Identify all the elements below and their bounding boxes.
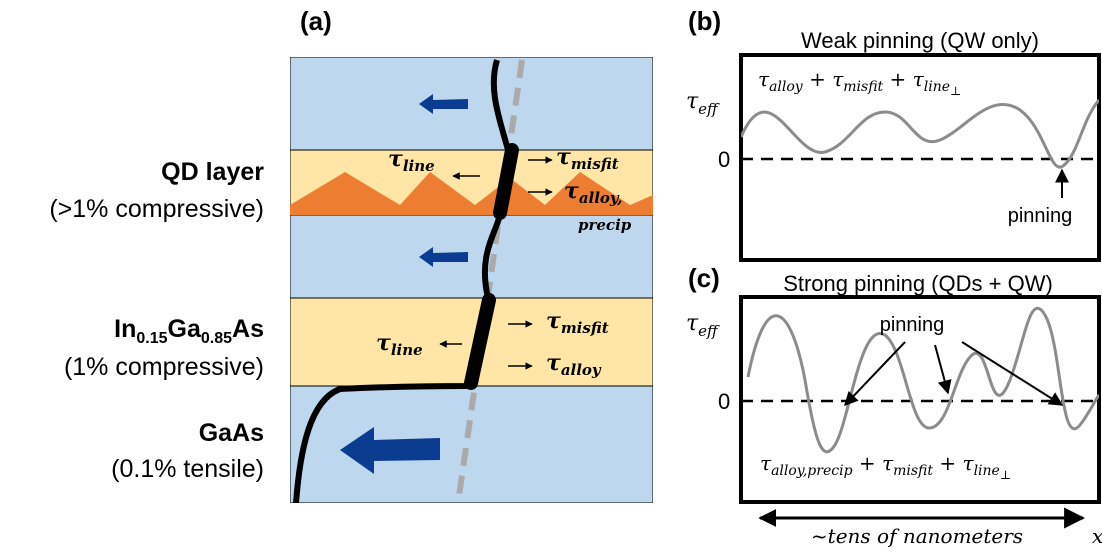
panel-c-label: (c) <box>688 263 720 293</box>
panel-b-pinning-label: pinning <box>1008 205 1073 227</box>
gaas-background <box>290 57 653 503</box>
layer-stack <box>290 57 653 503</box>
blue-arrow-middle <box>419 247 468 267</box>
dislocation-segment-qd <box>493 143 519 220</box>
panel-b-curve <box>741 99 1099 169</box>
panel-c-zero-label: 0 <box>718 389 730 414</box>
gaas-subtitle: (0.1% tensile) <box>111 455 264 483</box>
quantum-dots <box>290 172 653 215</box>
qd-tau-misfit-label: τmisfit <box>556 144 619 173</box>
qw-tau-line-label: τline <box>376 330 423 359</box>
gaas-title: GaAs <box>199 419 264 447</box>
panel-c-pinning-label: pinning <box>880 314 945 336</box>
blue-arrow-top <box>419 94 468 114</box>
panel-b-frame <box>739 53 1101 262</box>
panel-c-formula: τalloy,precip + τmisfit + τline⊥ <box>760 451 1011 482</box>
qd-layer-title: QD layer <box>161 158 264 186</box>
dislocation-segment-qw <box>464 293 496 390</box>
panel-c-pinning-arrow-2 <box>934 344 952 395</box>
ingaas-subtitle: (1% compressive) <box>64 353 264 381</box>
ingaas-title: In0.15Ga0.85As <box>114 315 264 347</box>
blue-arrow-bottom <box>340 427 440 474</box>
qd-tau-line-label: τline <box>388 146 435 175</box>
qw-tau-alloy-label: τalloy <box>546 350 602 379</box>
x-range-label: ~tens of nanometers <box>811 524 1023 548</box>
panel-a-label: (a) <box>300 6 332 36</box>
panel-b-zero-label: 0 <box>718 147 730 172</box>
panel-c-frame <box>739 295 1101 504</box>
x-axis-variable: x <box>1092 524 1102 548</box>
panel-b-title: Weak pinning (QW only) <box>801 28 1039 53</box>
panel-c-pinning-arrow-1 <box>844 341 906 407</box>
panel-c-ylabel: τeff <box>686 311 720 340</box>
dashed-reference-line <box>455 59 525 503</box>
qd-layer-subtitle: (>1% compressive) <box>49 195 264 223</box>
panel-c-curve <box>746 306 1099 454</box>
panel-b-label: (b) <box>688 6 721 36</box>
qw-tau-misfit-label: τmisfit <box>546 308 609 337</box>
panel-c-pinning-arrow-3 <box>961 341 1064 406</box>
panel-b-formula: τalloy + τmisfit + τline⊥ <box>758 67 961 98</box>
qd-tau-alloy-label: τalloy, <box>564 178 622 207</box>
panel-b-ylabel: τeff <box>686 89 720 118</box>
qd-precip-label: precip <box>578 216 632 234</box>
panel-c-title: Strong pinning (QDs + QW) <box>783 271 1053 296</box>
